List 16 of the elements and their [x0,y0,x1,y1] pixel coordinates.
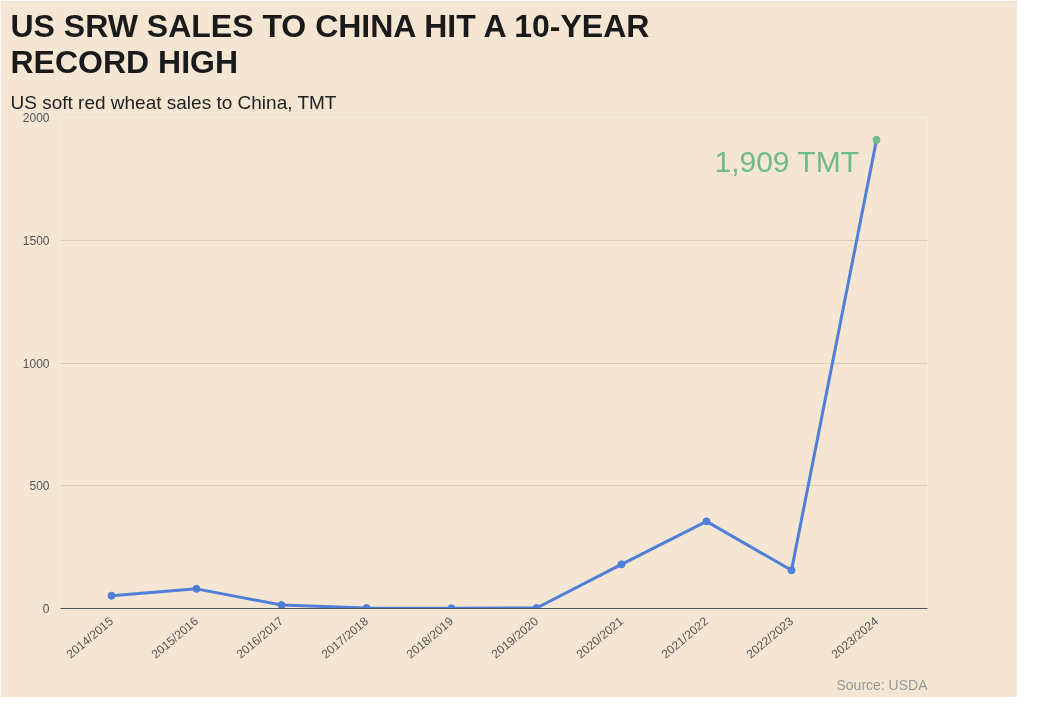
point [702,517,711,526]
y-tick-label: 500 [29,479,50,494]
y-tick-label: 1500 [22,233,50,248]
point [617,560,626,569]
point [107,591,116,600]
chart-title: US SRW SALES TO CHINA HIT A 10-YEAR RECORD HIGH [10,7,650,80]
chart-subtitle: US soft red wheat sales to China, TMT [10,91,337,113]
y-tick-label: 0 [42,602,50,616]
point [787,566,796,575]
point [277,601,286,609]
point [192,584,201,593]
annotation: 1,909 TMT [714,144,859,178]
source-note: Source: USDA [836,676,929,693]
y-tick-label: 1000 [22,356,50,371]
y-tick-label: 2000 [22,111,50,125]
point [872,135,881,144]
